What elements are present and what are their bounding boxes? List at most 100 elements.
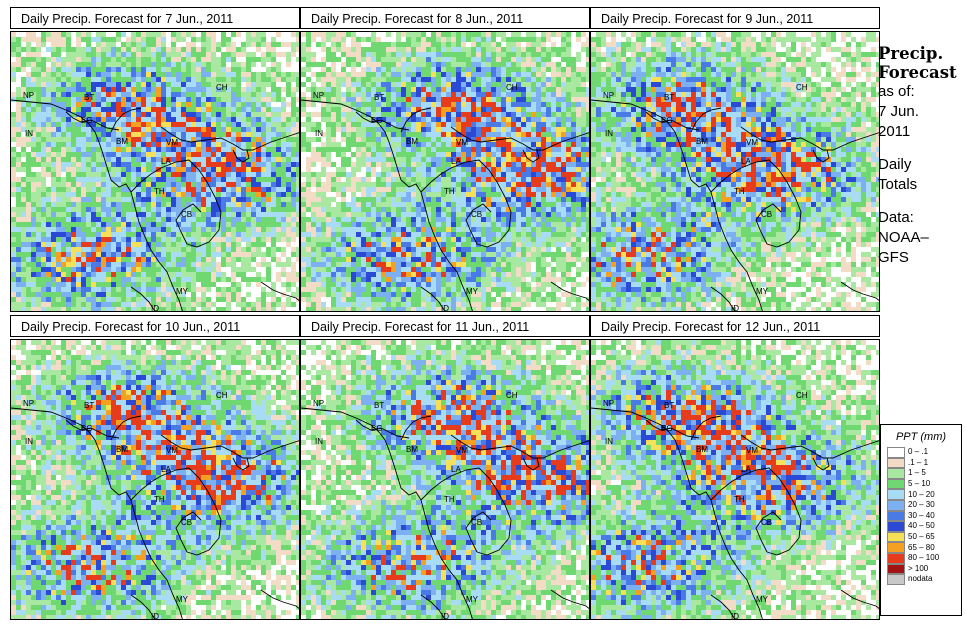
- border-line: [755, 511, 782, 553]
- country-label: CB: [181, 518, 192, 527]
- legend-swatch: [887, 521, 905, 532]
- country-label: CB: [761, 210, 772, 219]
- border-line: [355, 419, 410, 439]
- asof-label: as of:: [878, 83, 915, 100]
- border-line: [355, 111, 410, 131]
- precip-map-svg: CH NP BT BG IN BM VM LA TH CB MY ID: [11, 32, 299, 311]
- border-line: [690, 107, 722, 133]
- asof-date-2: 2011: [878, 123, 911, 140]
- border-line: [400, 415, 432, 441]
- precip-map: CH NP BT BG IN BM VM LA TH CB MY ID: [590, 31, 880, 312]
- country-label: LA: [741, 465, 751, 474]
- precip-map-svg: CH NP BT BG IN BM VM LA TH CB MY ID: [11, 340, 299, 620]
- legend-swatch: [887, 563, 905, 575]
- country-label: IN: [25, 437, 33, 446]
- border-line: [550, 589, 589, 609]
- border-line: [550, 281, 589, 301]
- country-label: NP: [603, 91, 614, 100]
- border-line: [645, 419, 700, 439]
- legend-swatch: [887, 478, 905, 490]
- border-line: [160, 434, 299, 459]
- country-label: BM: [406, 445, 418, 454]
- country-label: NP: [23, 91, 34, 100]
- precip-map-svg: CH NP BT BG IN BM VM LA TH CB MY ID: [591, 32, 879, 312]
- border-line: [740, 434, 879, 459]
- country-label: LA: [451, 465, 461, 474]
- asof-date-1: 7 Jun.: [878, 103, 919, 120]
- legend-label: 30 – 40: [908, 510, 935, 520]
- border-line: [522, 149, 540, 163]
- legend-swatch: [887, 531, 905, 543]
- country-label: MY: [756, 595, 769, 604]
- country-label: ID: [731, 304, 739, 312]
- country-label: TH: [734, 495, 745, 504]
- border-line: [591, 99, 712, 193]
- border-line: [710, 159, 802, 248]
- country-label: CH: [506, 83, 518, 92]
- legend-item: 0 – .1: [887, 447, 961, 458]
- precip-map-svg: CH NP BT BG IN BM VM LA TH CB MY ID: [301, 32, 589, 312]
- border-line: [420, 499, 473, 619]
- legend-swatch: [887, 542, 905, 553]
- legend-label: 80 – 100: [908, 553, 940, 563]
- border-line: [522, 457, 540, 471]
- border-line: [420, 467, 512, 556]
- legend-item: 40 – 50: [887, 521, 961, 532]
- country-label: IN: [605, 437, 613, 446]
- country-label: BG: [371, 116, 383, 125]
- forecast-panel: Daily Precip. Forecast for 12 Jun., 2011 C…: [590, 315, 880, 620]
- country-label: VM: [456, 446, 468, 455]
- country-label: ID: [441, 304, 449, 312]
- country-label: IN: [605, 129, 613, 138]
- border-line: [755, 203, 782, 245]
- country-label: BT: [664, 401, 674, 410]
- border-line: [130, 467, 222, 556]
- border-line: [420, 286, 446, 311]
- country-label: MY: [756, 287, 769, 296]
- border-line: [465, 203, 492, 245]
- legend-swatch: [887, 510, 905, 522]
- panel-title-prefix: Daily Precip. Forecast for: [21, 12, 162, 26]
- country-label: CB: [471, 518, 482, 527]
- legend-label: .1 – 1: [908, 457, 929, 467]
- border-line: [420, 594, 446, 619]
- country-label: ID: [731, 612, 739, 620]
- legend-swatch: [887, 468, 905, 479]
- border-line: [710, 499, 763, 619]
- country-label: CH: [216, 391, 228, 400]
- country-label: BT: [374, 401, 384, 410]
- border-line: [812, 149, 830, 163]
- panel-date: 7 Jun., 2011: [165, 12, 234, 26]
- panel-title-prefix: Daily Precip. Forecast for: [601, 12, 742, 26]
- border-line: [450, 126, 589, 151]
- country-label: ID: [151, 612, 159, 620]
- panel-title-prefix: Daily Precip. Forecast for: [311, 12, 452, 26]
- totals-2: Totals: [878, 176, 918, 193]
- border-line: [690, 415, 722, 441]
- border-line: [840, 589, 879, 609]
- border-line: [260, 281, 299, 301]
- border-line: [710, 594, 736, 619]
- country-label: TH: [154, 187, 165, 196]
- precip-map: CH NP BT BG IN BM VM LA TH CB MY ID: [10, 339, 300, 620]
- border-line: [130, 159, 222, 248]
- border-line: [420, 159, 512, 248]
- country-label: IN: [25, 129, 33, 138]
- panel-title: Daily Precip. Forecast for 11 Jun., 2011: [300, 315, 590, 337]
- country-label: BG: [371, 424, 383, 433]
- border-line: [65, 419, 120, 439]
- country-label: VM: [166, 138, 178, 147]
- border-line: [110, 415, 142, 441]
- legend-swatch: [887, 574, 905, 585]
- country-label: CH: [216, 83, 228, 92]
- panel-date: 10 Jun., 2011: [165, 320, 241, 334]
- legend-item: 65 – 80: [887, 542, 961, 553]
- border-line: [65, 111, 120, 131]
- country-label: TH: [154, 495, 165, 504]
- country-label: IN: [315, 437, 323, 446]
- country-label: VM: [746, 446, 758, 455]
- legend-label: 65 – 80: [908, 542, 935, 552]
- border-line: [175, 511, 202, 553]
- border-line: [110, 107, 142, 133]
